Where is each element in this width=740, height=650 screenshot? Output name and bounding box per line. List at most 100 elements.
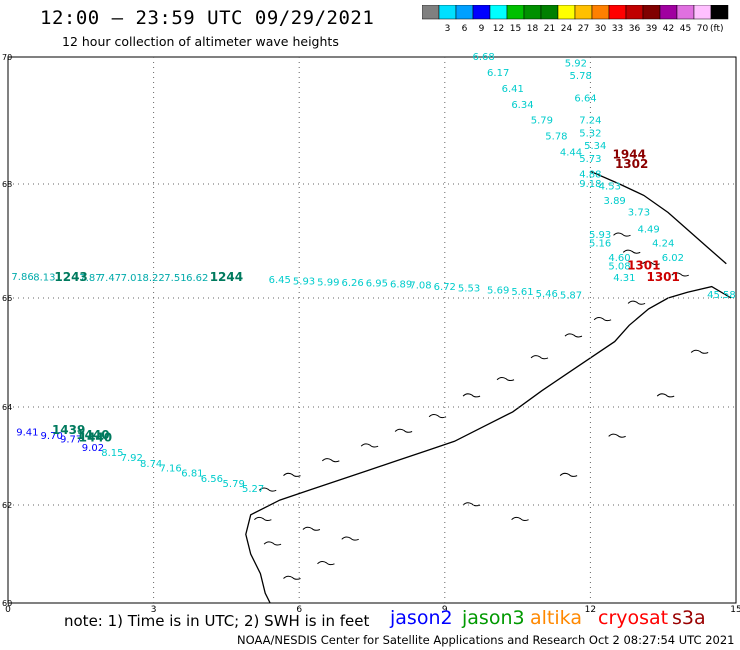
map-frame bbox=[7, 56, 737, 604]
track-jason2: 8.157.928.747.16 6.816.56 5.795.27 bbox=[101, 448, 264, 495]
fjord-mark bbox=[254, 516, 272, 521]
fjord-mark bbox=[283, 575, 301, 580]
wave-height-label: 5.87 bbox=[560, 291, 582, 302]
wave-height-label: 7.47 bbox=[99, 273, 121, 284]
legend-altika: altika bbox=[530, 607, 582, 629]
wave-height-label: 6.02 bbox=[662, 253, 684, 264]
track-cryosat: 6.686.176.416.345.795.784.445.925.786.64… bbox=[472, 52, 648, 207]
fjord-mark bbox=[496, 376, 515, 382]
colorbar-unit: (ft) bbox=[710, 24, 724, 34]
wave-height-label: 4.53 bbox=[599, 182, 621, 193]
wave-height-label: 6.45 bbox=[269, 275, 291, 286]
fjord-mark bbox=[302, 526, 321, 531]
satellite-tracks: 6.45 5.93 5.99 6.26 6.95 6.897.08 6.72 5.53 5.69… bbox=[11, 52, 735, 495]
wave-height-label: 5.46 bbox=[536, 289, 558, 300]
wave-height-label: 9.70 bbox=[41, 431, 63, 442]
y-tick-label: 68 bbox=[2, 180, 12, 189]
pass-time-label: 1301 bbox=[627, 259, 660, 273]
wave-height-label: 6.95 bbox=[366, 279, 388, 290]
wave-height-label: 7.51 bbox=[164, 273, 186, 284]
wave-height-label: 6.68 bbox=[472, 52, 494, 63]
wave-height-label: 7.87 bbox=[79, 273, 101, 284]
wave-height-label: 8.15 bbox=[101, 448, 123, 459]
wave-height-label: 5.34 bbox=[584, 141, 606, 152]
wave-height-label: 7.24 bbox=[579, 116, 601, 127]
y-tick-label: 62 bbox=[2, 501, 12, 510]
wave-height-label: 5.08 bbox=[608, 262, 630, 273]
y-tick-label: 70 bbox=[2, 53, 12, 62]
colorbar-label: 18 bbox=[527, 24, 539, 34]
colorbar-label: 9 bbox=[479, 24, 485, 34]
legend-cryosat: cryosat bbox=[598, 607, 669, 629]
wave-height-label: 4.88 bbox=[579, 170, 601, 181]
track-jason3: 6.45 5.93 5.99 6.26 6.95 6.897.08 6.72 5.53 5.69… bbox=[210, 270, 582, 302]
fjord-mark bbox=[593, 317, 612, 322]
colorbar-label: 27 bbox=[578, 24, 589, 34]
wave-height-label: 4.60 bbox=[608, 253, 630, 264]
coastline-path bbox=[590, 170, 727, 265]
wave-height-label: 45.58 bbox=[707, 290, 736, 301]
track-s3a: 3.73 4.49 5.935.16 4.24 4.605.084.31 6.02 45.5… bbox=[589, 207, 736, 301]
wave-height-label: 5.99 bbox=[317, 277, 339, 288]
x-tick-label: 15 bbox=[730, 605, 740, 615]
wave-height-label: 9.41 bbox=[16, 427, 38, 438]
colorbar-label: 45 bbox=[680, 24, 691, 34]
wave-height-label: 5.69 bbox=[487, 285, 509, 296]
wave-height-label: 7.86 bbox=[11, 272, 33, 283]
colorbar-label: 24 bbox=[561, 24, 573, 34]
y-tick-label: 64 bbox=[2, 403, 12, 412]
pass-time-label: 1440 bbox=[76, 428, 109, 442]
wave-height-label: 4.49 bbox=[638, 224, 660, 235]
footer-note: note: 1) Time is in UTC; 2) SWH is in fe… bbox=[64, 612, 370, 630]
y-tick-label: 60 bbox=[2, 599, 12, 608]
wave-height-label: 5.92 bbox=[565, 59, 587, 70]
wave-height-label: 6.41 bbox=[502, 84, 524, 95]
fjord-mark bbox=[462, 502, 481, 507]
wave-height-label: 9.77 bbox=[60, 434, 82, 445]
wave-height-label: 5.93 bbox=[589, 230, 611, 241]
wave-height-label: 6.34 bbox=[511, 100, 533, 111]
fjord-mark bbox=[511, 516, 529, 521]
legend-jason3: jason3 bbox=[462, 607, 525, 629]
legend-s3a: s3a bbox=[672, 607, 706, 629]
colorbar-swatch bbox=[710, 5, 729, 20]
colorbar-label: 36 bbox=[629, 24, 641, 34]
colorbar-label: 21 bbox=[544, 24, 555, 34]
fjord-mark bbox=[341, 536, 359, 541]
x-tick-label: 0 bbox=[5, 605, 11, 615]
fjord-mark bbox=[360, 443, 379, 448]
colorbar-label: 30 bbox=[595, 24, 607, 34]
lat-lon-grid bbox=[7, 56, 737, 604]
fjord-mark bbox=[608, 433, 626, 438]
fjord-mark bbox=[283, 472, 301, 477]
wave-height-label: 3.89 bbox=[604, 196, 626, 207]
wave-height-label: 5.79 bbox=[531, 116, 553, 127]
fjord-mark bbox=[462, 393, 481, 398]
x-tick-label: 3 bbox=[151, 605, 157, 615]
axis-tick-labels: 0 3 6 9 12 15 60 62 64 66 68 70 bbox=[2, 53, 740, 615]
pass-time-label: 1439 bbox=[52, 423, 85, 437]
wave-height-label: 5.73 bbox=[579, 154, 601, 165]
wave-height-label: 5.53 bbox=[458, 284, 480, 295]
colorbar-label: 6 bbox=[462, 24, 468, 34]
fjord-mark bbox=[317, 561, 335, 566]
wave-height-label: 4.24 bbox=[652, 239, 674, 250]
pass-time-label: 1243 bbox=[54, 270, 87, 284]
wave-height-label: 6.17 bbox=[487, 68, 509, 79]
pass-time-label: 1944 bbox=[613, 148, 646, 162]
colorbar-label: 42 bbox=[663, 24, 674, 34]
fjord-mark bbox=[559, 472, 578, 477]
x-tick-label: 6 bbox=[296, 605, 302, 615]
fjord-mark bbox=[530, 355, 549, 360]
wave-height-colorbar: 3 6 9 12 15 18 21 24 27 30 33 36 39 42 45 70 (ft) bbox=[422, 5, 729, 34]
fjord-mark bbox=[263, 541, 282, 546]
fjord-mark bbox=[627, 300, 646, 305]
wave-height-label: 8.74 bbox=[140, 459, 162, 470]
pass-time-label: 1244 bbox=[210, 270, 243, 284]
wave-height-label: 7.16 bbox=[159, 464, 181, 475]
fjord-mark bbox=[428, 414, 447, 419]
fjord-mark bbox=[656, 393, 675, 398]
